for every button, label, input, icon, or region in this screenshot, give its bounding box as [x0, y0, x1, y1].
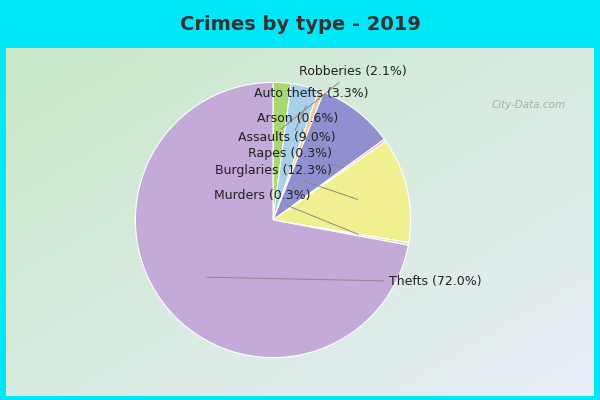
Wedge shape [136, 82, 408, 358]
Text: Murders (0.3%): Murders (0.3%) [214, 189, 359, 234]
Text: Rapes (0.3%): Rapes (0.3%) [248, 148, 343, 168]
Text: City-Data.com: City-Data.com [491, 100, 565, 110]
Text: Assaults (9.0%): Assaults (9.0%) [238, 131, 335, 148]
Text: Arson (0.6%): Arson (0.6%) [257, 112, 338, 134]
Text: Robberies (2.1%): Robberies (2.1%) [281, 65, 407, 129]
Wedge shape [273, 92, 385, 220]
Wedge shape [273, 90, 324, 220]
Text: Crimes by type - 2019: Crimes by type - 2019 [179, 14, 421, 34]
Wedge shape [273, 84, 319, 220]
Text: Burglaries (12.3%): Burglaries (12.3%) [215, 164, 358, 200]
Wedge shape [273, 220, 409, 245]
Wedge shape [273, 141, 410, 243]
Text: Thefts (72.0%): Thefts (72.0%) [207, 276, 482, 288]
Wedge shape [273, 82, 291, 220]
Wedge shape [273, 139, 386, 220]
Text: Auto thefts (3.3%): Auto thefts (3.3%) [254, 87, 369, 130]
